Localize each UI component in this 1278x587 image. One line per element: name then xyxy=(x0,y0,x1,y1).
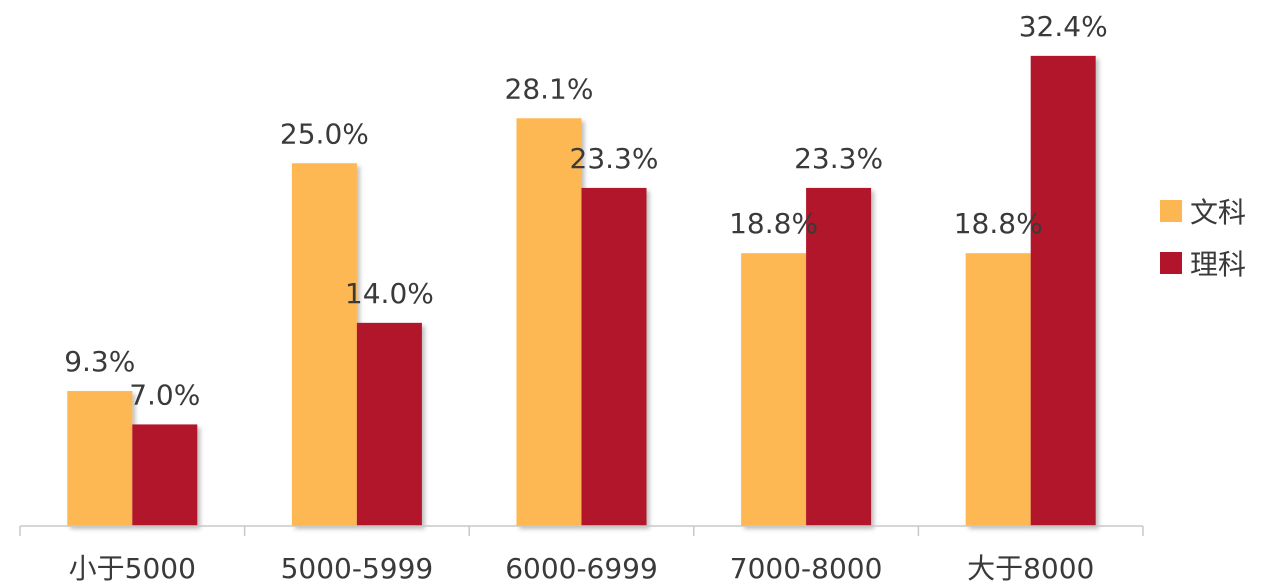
x-axis-ticks xyxy=(19,526,1144,536)
bar-like xyxy=(581,187,647,527)
bar-like xyxy=(806,187,872,527)
legend-label: 理科 xyxy=(1190,248,1246,281)
data-label: 18.8% xyxy=(954,207,1043,240)
legend-label: 文科 xyxy=(1190,196,1246,229)
data-label: 28.1% xyxy=(505,72,594,105)
bar-wenke xyxy=(291,163,357,526)
bar-wenke xyxy=(741,253,807,526)
data-label: 23.3% xyxy=(570,142,659,175)
legend-swatch xyxy=(1160,200,1182,222)
x-tick-label: 6000-6999 xyxy=(505,552,658,585)
value-labels-group: 9.3%7.0% 25.0% 14.0% 28.1% 23.3% 18.8% 23.3% 18… xyxy=(64,10,1107,412)
x-tick-label: 5000-5999 xyxy=(281,552,434,585)
bar-like xyxy=(1030,55,1096,526)
data-label: 14.0% xyxy=(345,277,434,310)
data-label: 18.8% xyxy=(729,207,818,240)
data-label: 7.0% xyxy=(129,378,200,411)
bar-wenke xyxy=(516,118,582,527)
data-label: 25.0% xyxy=(280,117,369,150)
x-tick-label: 大于8000 xyxy=(967,552,1094,585)
x-tick-label: 7000-8000 xyxy=(730,552,883,585)
bar-wenke xyxy=(67,391,133,526)
x-tick-label: 小于5000 xyxy=(69,552,196,585)
bar-like xyxy=(132,424,198,526)
legend-swatch xyxy=(1160,252,1182,274)
bar-like xyxy=(356,322,422,526)
bars-group xyxy=(67,55,1096,527)
data-label: 9.3% xyxy=(64,345,135,378)
category-labels-group: 小于5000 5000-5999 6000-6999 7000-8000 大于8000 xyxy=(69,552,1095,585)
data-label: 32.4% xyxy=(1019,10,1108,43)
data-label: 23.3% xyxy=(794,142,883,175)
bar-wenke xyxy=(965,253,1031,526)
